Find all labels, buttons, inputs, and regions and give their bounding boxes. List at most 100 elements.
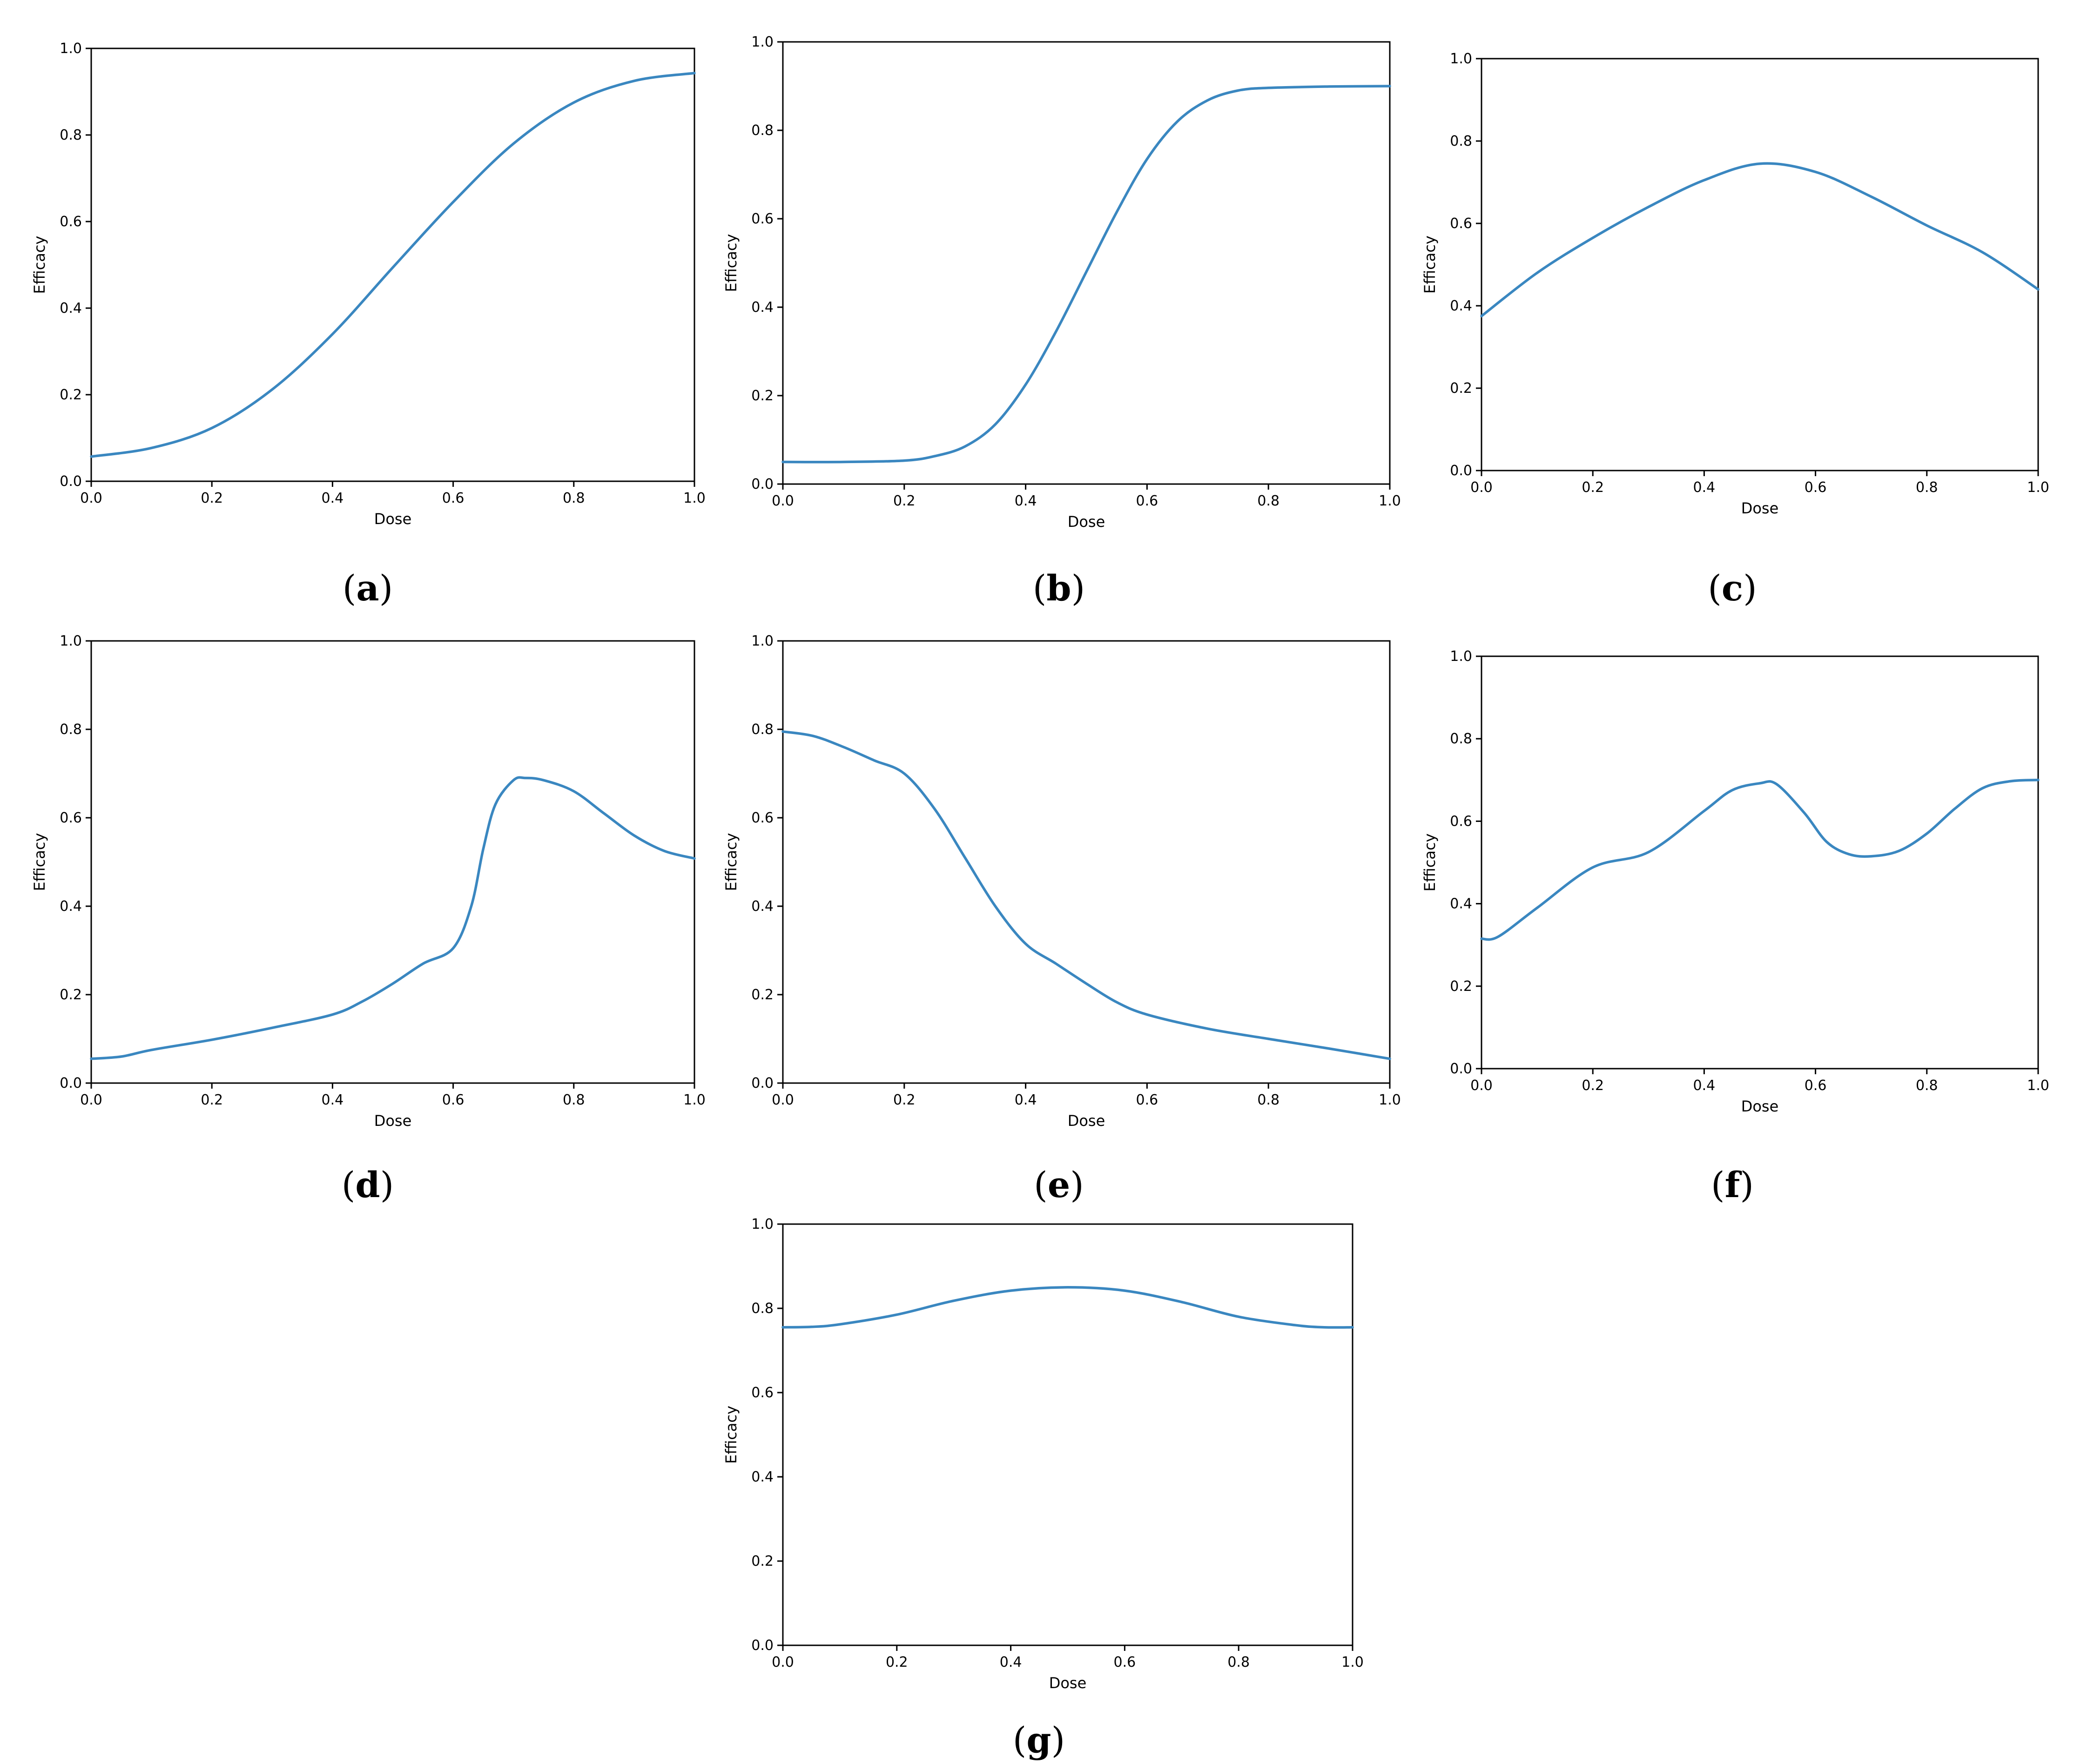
x-tick-label: 0.8 bbox=[1916, 1077, 1938, 1094]
x-tick-label: 0.2 bbox=[1582, 479, 1604, 496]
y-tick-label: 1.0 bbox=[751, 34, 774, 50]
x-axis-title: Dose bbox=[1068, 513, 1105, 531]
panel-e: 0.0 0.2 0.4 0.6 0.8 1.0 0.0 0.2 0.4 0.6 0.8 1.0 Dose… bbox=[722, 633, 1401, 1205]
y-tick-label: 1.0 bbox=[1450, 51, 1472, 67]
panel-b: 0.0 0.2 0.4 0.6 0.8 1.0 0.0 0.2 0.4 0.6 0.8 1.0 Dose… bbox=[722, 34, 1401, 609]
x-tick-label: 1.0 bbox=[683, 490, 706, 506]
x-axis-title: Dose bbox=[374, 510, 412, 528]
panel-label: (b) bbox=[1033, 567, 1085, 609]
plot-frame bbox=[782, 41, 1391, 485]
y-axis-title: Efficacy bbox=[722, 833, 740, 891]
y-tick-label: 0.6 bbox=[1450, 813, 1472, 829]
y-tick-label: 1.0 bbox=[751, 1216, 774, 1232]
y-tick-label: 0.8 bbox=[751, 1300, 774, 1317]
x-tick-label: 0.0 bbox=[80, 1092, 102, 1108]
x-axis-title: Dose bbox=[1049, 1674, 1087, 1692]
y-tick-label: 0.6 bbox=[751, 810, 774, 826]
series-line bbox=[781, 1286, 1354, 1329]
y-tick-label: 0.8 bbox=[751, 721, 774, 738]
x-tick-label: 1.0 bbox=[2027, 479, 2049, 496]
y-tick-label: 0.2 bbox=[1450, 380, 1472, 397]
y-tick-label: 0.2 bbox=[1450, 978, 1472, 995]
y-tick-label: 0.4 bbox=[751, 898, 774, 915]
x-tick-label: 0.2 bbox=[201, 490, 223, 506]
panel-label: (f) bbox=[1711, 1164, 1754, 1205]
x-tick-label: 0.2 bbox=[201, 1092, 223, 1108]
plot-frame bbox=[782, 640, 1391, 1084]
x-tick-label: 0.8 bbox=[1227, 1654, 1250, 1670]
series-line bbox=[781, 730, 1391, 1060]
x-tick-label: 0.4 bbox=[322, 490, 344, 506]
y-tick-label: 0.4 bbox=[60, 300, 82, 316]
y-tick-label: 0.0 bbox=[751, 476, 774, 492]
x-tick-label: 1.0 bbox=[1341, 1654, 1364, 1670]
plot-frame bbox=[782, 1223, 1353, 1646]
y-tick-label: 0.4 bbox=[60, 898, 82, 915]
plot-frame bbox=[1481, 655, 2039, 1070]
y-tick-label: 0.8 bbox=[60, 721, 82, 738]
y-tick-label: 0.2 bbox=[60, 387, 82, 403]
x-tick-label: 0.6 bbox=[442, 490, 465, 506]
panel-label: (a) bbox=[343, 567, 393, 609]
x-tick-label: 0.4 bbox=[322, 1092, 344, 1108]
panel-f: 0.0 0.2 0.4 0.6 0.8 1.0 0.0 0.2 0.4 0.6 0.8 1.0 Dose… bbox=[1421, 648, 2049, 1205]
y-tick-label: 1.0 bbox=[60, 40, 82, 57]
x-tick-label: 0.8 bbox=[563, 1092, 585, 1108]
x-tick-label: 0.6 bbox=[1114, 1654, 1136, 1670]
series-line bbox=[1480, 779, 2040, 941]
x-tick-label: 0.6 bbox=[1136, 493, 1158, 509]
y-tick-label: 0.8 bbox=[1450, 133, 1472, 149]
x-tick-label: 0.6 bbox=[1136, 1092, 1158, 1108]
y-tick-label: 0.6 bbox=[1450, 215, 1472, 232]
y-tick-label: 0.2 bbox=[751, 987, 774, 1003]
series-line bbox=[1480, 162, 2040, 317]
y-tick-label: 0.0 bbox=[1450, 1061, 1472, 1077]
y-tick-label: 0.0 bbox=[60, 1075, 82, 1091]
y-tick-label: 0.4 bbox=[1450, 896, 1472, 912]
x-tick-label: 0.4 bbox=[1693, 1077, 1716, 1094]
x-tick-label: 0.4 bbox=[1693, 479, 1716, 496]
y-axis-title: Efficacy bbox=[722, 1406, 740, 1464]
y-tick-label: 0.8 bbox=[1450, 731, 1472, 747]
x-tick-label: 0.0 bbox=[1470, 1077, 1493, 1094]
plot-frame bbox=[1481, 58, 2039, 471]
panel-g: 0.0 0.2 0.4 0.6 0.8 1.0 0.0 0.2 0.4 0.6 0.8 1.0 Dose… bbox=[722, 1216, 1364, 1761]
x-tick-label: 0.4 bbox=[1000, 1654, 1022, 1670]
x-tick-label: 0.6 bbox=[1805, 1077, 1827, 1094]
y-tick-label: 0.6 bbox=[60, 810, 82, 826]
x-axis-title: Dose bbox=[1068, 1112, 1105, 1130]
panel-label: (d) bbox=[342, 1164, 394, 1205]
x-tick-label: 1.0 bbox=[1379, 1092, 1401, 1108]
x-tick-label: 0.4 bbox=[1015, 493, 1037, 509]
y-axis-title: Efficacy bbox=[31, 833, 48, 891]
x-tick-label: 0.0 bbox=[1470, 479, 1493, 496]
x-tick-label: 0.8 bbox=[1257, 1092, 1279, 1108]
y-tick-label: 1.0 bbox=[60, 633, 82, 649]
y-axis-title: Efficacy bbox=[31, 236, 48, 294]
panel-d: 0.0 0.2 0.4 0.6 0.8 1.0 0.0 0.2 0.4 0.6 0.8 1.0 Dose… bbox=[31, 633, 706, 1205]
y-tick-label: 0.8 bbox=[751, 122, 774, 139]
x-tick-label: 0.8 bbox=[563, 490, 585, 506]
x-tick-label: 0.2 bbox=[886, 1654, 908, 1670]
y-tick-label: 0.6 bbox=[751, 1385, 774, 1401]
x-tick-label: 1.0 bbox=[2027, 1077, 2049, 1094]
y-tick-label: 0.8 bbox=[60, 127, 82, 143]
plot-frame bbox=[90, 640, 695, 1084]
y-tick-label: 1.0 bbox=[751, 633, 774, 649]
y-tick-label: 0.0 bbox=[751, 1637, 774, 1654]
x-tick-label: 0.8 bbox=[1257, 493, 1279, 509]
panel-a: 0.0 0.2 0.4 0.6 0.8 1.0 0.0 0.2 0.4 0.6 0.8 1.0 Dose… bbox=[31, 40, 706, 609]
y-tick-label: 0.4 bbox=[751, 299, 774, 316]
y-tick-label: 0.2 bbox=[751, 388, 774, 404]
y-tick-label: 0.6 bbox=[751, 211, 774, 227]
x-axis-title: Dose bbox=[374, 1112, 412, 1130]
y-tick-label: 0.0 bbox=[60, 473, 82, 490]
y-tick-label: 1.0 bbox=[1450, 648, 1472, 665]
x-axis-title: Dose bbox=[1741, 1097, 1779, 1115]
series-line bbox=[781, 85, 1391, 464]
y-tick-label: 0.6 bbox=[60, 214, 82, 230]
plot-frame bbox=[90, 47, 695, 482]
x-tick-label: 0.0 bbox=[772, 493, 794, 509]
x-tick-label: 0.6 bbox=[442, 1092, 465, 1108]
x-tick-label: 0.0 bbox=[772, 1654, 794, 1670]
